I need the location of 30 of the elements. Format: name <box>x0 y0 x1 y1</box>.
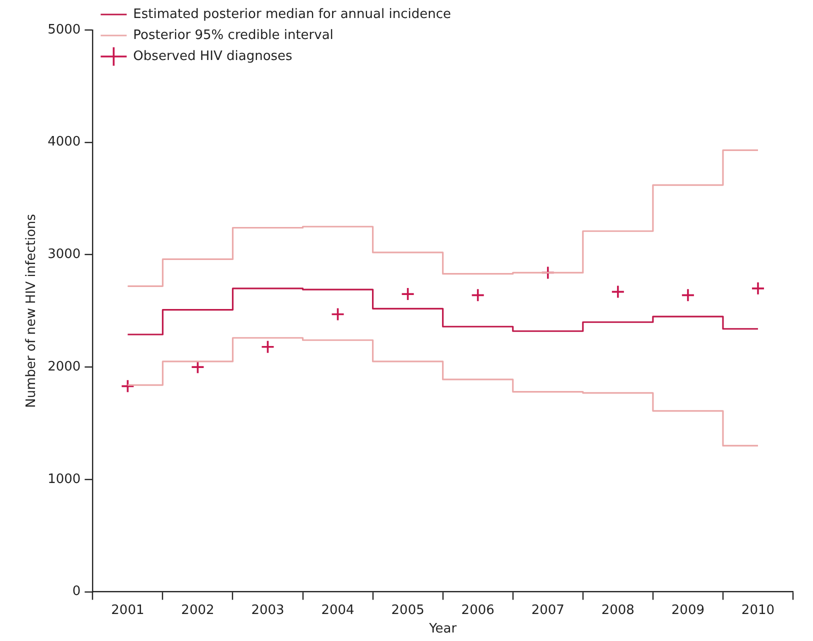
x-tick-label: 2009 <box>671 602 704 618</box>
x-tick-label: 2008 <box>601 602 634 618</box>
x-tick-label: 2007 <box>531 602 564 618</box>
point <box>470 288 485 302</box>
y-tick-label: 5000 <box>48 22 81 38</box>
point <box>751 282 765 296</box>
legend-label: Estimated posterior median for annual incidence <box>133 6 451 22</box>
y-tick-label: 4000 <box>48 134 81 150</box>
x-tick-label: 2010 <box>741 602 775 618</box>
x-tick-label: 2002 <box>181 602 214 618</box>
x-axis-title: Year <box>428 622 458 637</box>
y-tick-label: 2000 <box>48 359 81 374</box>
y-tick-label: 3000 <box>48 247 81 262</box>
point <box>400 287 415 301</box>
point <box>611 284 625 299</box>
legend-label: Observed HIV diagnoses <box>133 48 293 64</box>
x-tick-label: 2003 <box>251 602 284 618</box>
point <box>330 307 345 322</box>
y-axis-title: Number of new HIV infections <box>24 214 40 408</box>
legend-label: Posterior 95% credible interval <box>133 28 334 43</box>
point <box>260 340 275 354</box>
y-tick-label: 1000 <box>48 472 81 487</box>
x-tick-label: 2006 <box>461 602 494 618</box>
x-tick-label: 2001 <box>111 602 144 618</box>
x-tick-label: 2004 <box>321 602 354 618</box>
y-tick-label: 0 <box>72 584 81 600</box>
x-tick-label: 2005 <box>391 602 424 618</box>
point <box>190 360 205 374</box>
point <box>681 288 695 302</box>
point <box>120 379 135 394</box>
